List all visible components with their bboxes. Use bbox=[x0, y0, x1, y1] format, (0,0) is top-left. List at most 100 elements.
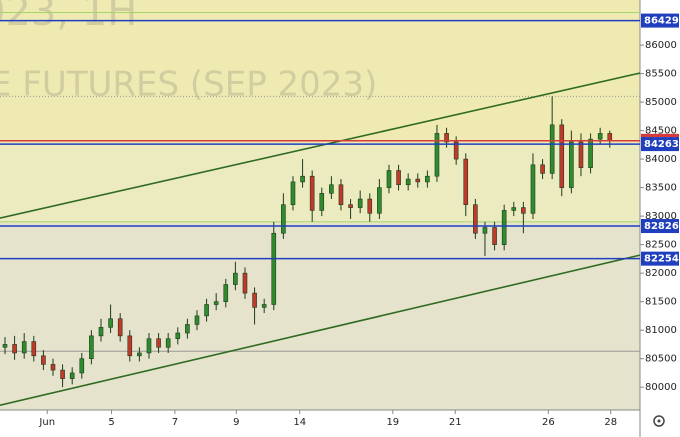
candle-body bbox=[511, 207, 517, 211]
candle-body bbox=[597, 133, 603, 140]
level-label: 84263 bbox=[644, 139, 679, 150]
level-label: 86429 bbox=[644, 16, 679, 27]
x-tick-label: 5 bbox=[108, 417, 114, 428]
watermark: E FUTURES (SEP 2023) bbox=[0, 65, 377, 105]
candle-body bbox=[521, 207, 526, 214]
candle-body bbox=[530, 164, 536, 214]
candle-body bbox=[165, 338, 171, 348]
candle-body bbox=[12, 344, 17, 354]
trend-line bbox=[0, 72, 641, 219]
candle-body bbox=[377, 187, 382, 214]
level-tag bbox=[641, 13, 679, 28]
candle-body bbox=[357, 198, 363, 208]
candle-body bbox=[549, 124, 555, 174]
watermark: 023, 1H bbox=[0, 0, 137, 35]
level-label: 82254 bbox=[644, 254, 679, 265]
candle-body bbox=[2, 344, 8, 348]
candle-body bbox=[607, 133, 613, 142]
candle-body bbox=[329, 184, 334, 194]
candle-body bbox=[223, 284, 229, 302]
candle-body bbox=[233, 272, 238, 285]
candle-body bbox=[453, 141, 459, 160]
candle-body bbox=[405, 178, 411, 186]
candle-body bbox=[569, 141, 574, 188]
candle-body bbox=[146, 338, 152, 354]
candle-body bbox=[396, 170, 401, 186]
candle-body bbox=[434, 133, 440, 177]
candle-body bbox=[367, 198, 373, 214]
candle-body bbox=[41, 355, 46, 365]
x-tick-label: 9 bbox=[233, 417, 239, 428]
candle-body bbox=[261, 304, 267, 308]
candle-body bbox=[194, 315, 200, 325]
candle-body bbox=[415, 178, 421, 183]
zone-upper bbox=[0, 0, 640, 143]
candle-body bbox=[79, 358, 85, 374]
level-tag bbox=[641, 251, 679, 266]
level-label: 82826 bbox=[644, 221, 679, 232]
candle-body bbox=[31, 341, 37, 357]
candle-body bbox=[60, 369, 65, 379]
y-tick-label: 84500 bbox=[645, 126, 677, 137]
y-tick-label: 81500 bbox=[645, 297, 677, 308]
level-tag bbox=[641, 137, 679, 152]
candle-body bbox=[137, 352, 142, 357]
candle-body bbox=[281, 204, 286, 234]
y-tick-label: 82000 bbox=[645, 268, 677, 279]
candle-body bbox=[319, 193, 325, 211]
price-axis bbox=[640, 0, 680, 437]
candle-body bbox=[482, 227, 488, 234]
candle-body bbox=[156, 338, 161, 348]
candle-body bbox=[252, 292, 257, 308]
candle-body bbox=[425, 175, 430, 183]
candle-body bbox=[185, 324, 190, 334]
x-tick-label: 26 bbox=[542, 417, 555, 428]
settings-icon[interactable] bbox=[653, 415, 665, 427]
candle-body bbox=[204, 304, 209, 317]
candle-body bbox=[348, 204, 353, 208]
x-tick-label: 7 bbox=[172, 417, 178, 428]
candle-body bbox=[213, 301, 219, 305]
y-tick-label: 86000 bbox=[645, 40, 677, 51]
x-tick-label: Jun bbox=[38, 417, 55, 428]
candle-body bbox=[175, 332, 181, 340]
candle-body bbox=[89, 335, 94, 359]
candle-body bbox=[473, 204, 478, 234]
y-tick-label: 83000 bbox=[645, 211, 677, 222]
y-tick-label: 82500 bbox=[645, 240, 677, 251]
candle-body bbox=[117, 318, 123, 337]
candle-body bbox=[69, 372, 75, 379]
candle-body bbox=[290, 181, 296, 206]
y-tick-label: 83500 bbox=[645, 183, 677, 194]
candle-body bbox=[501, 210, 507, 245]
candle-body bbox=[242, 272, 248, 294]
y-tick-label: 81000 bbox=[645, 325, 677, 336]
time-axis bbox=[0, 410, 640, 437]
candle-body bbox=[559, 124, 565, 188]
y-tick-label: 85000 bbox=[645, 97, 677, 108]
y-tick-label: 85500 bbox=[645, 69, 677, 80]
candle-body bbox=[338, 184, 344, 206]
candle-body bbox=[444, 133, 449, 143]
candle-body bbox=[309, 175, 315, 211]
candle-body bbox=[300, 175, 305, 183]
level-tag bbox=[641, 219, 679, 234]
candle-body bbox=[271, 232, 277, 305]
x-tick-label: 28 bbox=[604, 417, 617, 428]
trend-line bbox=[0, 254, 641, 406]
candle-body bbox=[492, 227, 497, 245]
candle-body bbox=[578, 141, 584, 168]
candle-body bbox=[540, 164, 545, 174]
candle-body bbox=[463, 158, 469, 206]
x-tick-label: 14 bbox=[293, 417, 306, 428]
x-tick-label: 19 bbox=[386, 417, 399, 428]
candle-body bbox=[127, 335, 133, 357]
candle-body bbox=[386, 170, 392, 188]
zone-mid bbox=[0, 143, 640, 223]
x-tick-label: 21 bbox=[449, 417, 462, 428]
candle-body bbox=[108, 318, 113, 328]
y-tick-label: 84000 bbox=[645, 154, 677, 165]
y-tick-label: 80000 bbox=[645, 382, 677, 393]
candle-body bbox=[588, 138, 593, 168]
